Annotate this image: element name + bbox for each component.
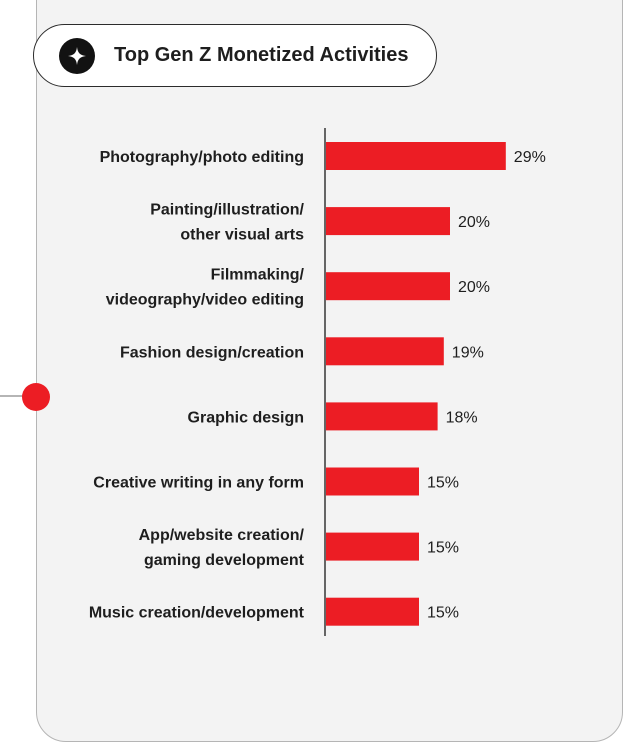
value-label: 15% <box>427 540 459 557</box>
bar <box>326 337 444 366</box>
timeline-connector <box>0 395 36 397</box>
category-label: Music creation/development <box>89 605 305 622</box>
bar <box>326 402 438 431</box>
bar <box>326 467 419 496</box>
value-label: 29% <box>514 149 546 166</box>
timeline-dot <box>22 383 50 411</box>
bar <box>326 142 506 170</box>
value-label: 20% <box>458 214 490 231</box>
category-label: Painting/illustration/other visual arts <box>150 202 304 244</box>
value-label: 20% <box>458 279 490 296</box>
category-label: Filmmaking/videography/video editing <box>106 267 305 309</box>
chart-title: Top Gen Z Monetized Activities <box>114 44 409 66</box>
value-label: 19% <box>452 344 484 361</box>
value-label: 15% <box>427 475 459 492</box>
title-pill: Top Gen Z Monetized Activities <box>33 24 437 87</box>
sparkle-icon <box>59 38 95 74</box>
category-label: Fashion design/creation <box>120 344 304 361</box>
category-label: Photography/photo editing <box>100 149 304 166</box>
bar-chart: 29% Photography/photo editing 20% Painting/… <box>89 128 546 636</box>
bar <box>326 272 450 301</box>
bar <box>326 532 419 561</box>
value-label: 15% <box>427 605 459 622</box>
bar <box>326 207 450 236</box>
value-label: 18% <box>446 409 478 426</box>
category-label: App/website creation/gaming development <box>139 527 305 569</box>
bar <box>326 597 419 626</box>
category-label: Graphic design <box>188 409 304 426</box>
category-label: Creative writing in any form <box>93 475 304 492</box>
